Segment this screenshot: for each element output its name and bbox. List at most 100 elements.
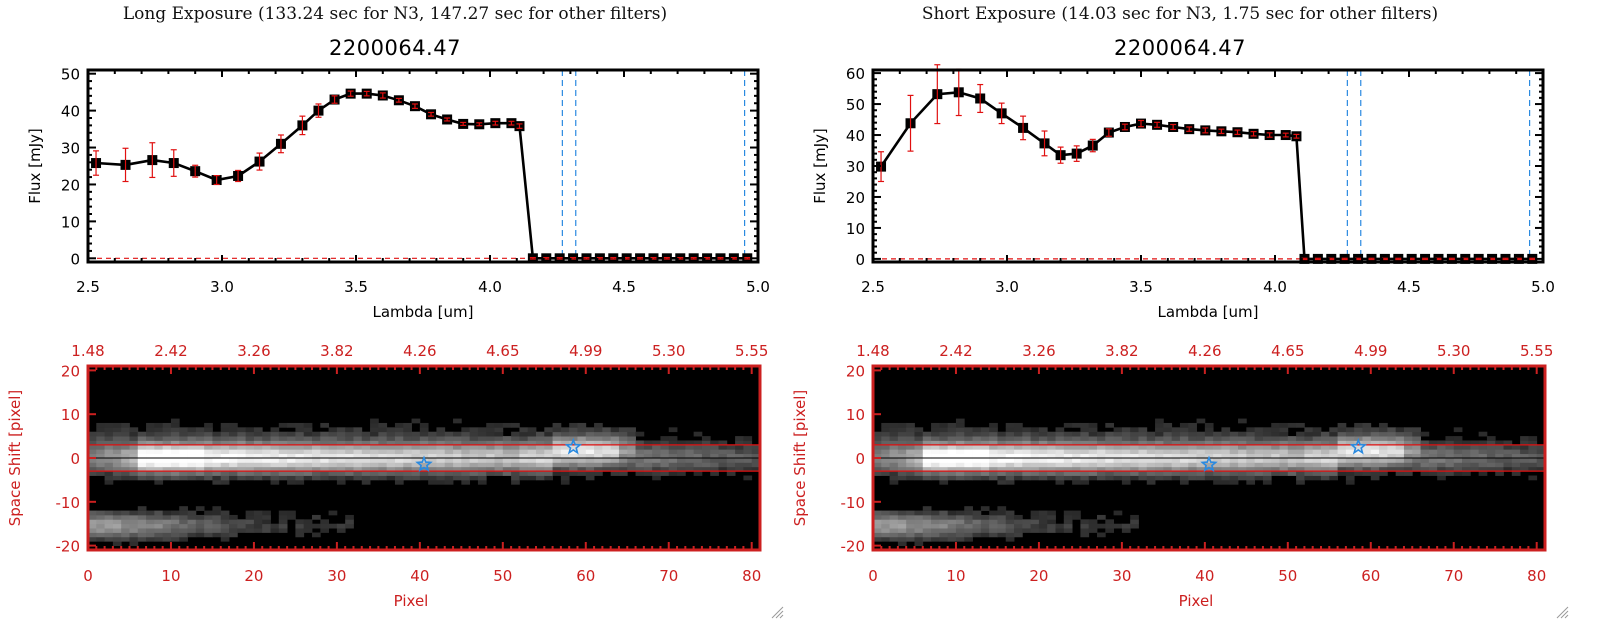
error-bar <box>1041 130 1048 157</box>
error-bar <box>122 147 129 183</box>
wavelength-tick-label: 3.82 <box>320 342 353 360</box>
x-tick-label: 70 <box>1444 567 1463 585</box>
x-tick-label: 60 <box>1361 567 1380 585</box>
image-pixels <box>88 418 761 547</box>
error-bar <box>277 134 284 154</box>
x-axis-label: Pixel <box>1179 592 1214 610</box>
y-axis-label: Space Shift [pixel] <box>6 390 24 527</box>
x-axis-label: Lambda [um] <box>373 303 474 321</box>
source-star-marker <box>1349 437 1368 455</box>
error-bar <box>299 115 306 136</box>
error-bar <box>690 256 697 260</box>
wavelength-tick-label: 4.26 <box>1188 342 1221 360</box>
x-tick-label: 3.0 <box>210 278 234 296</box>
y-tick-label: -10 <box>841 494 866 512</box>
error-bar <box>93 150 100 176</box>
error-bar <box>256 152 263 171</box>
wavelength-tick-label: 5.30 <box>652 342 685 360</box>
wavelength-tick-label: 3.26 <box>1022 342 1055 360</box>
error-bar <box>213 175 220 186</box>
wavelength-tick-label: 4.99 <box>1354 342 1387 360</box>
x-tick-label: 40 <box>1195 567 1214 585</box>
source-star-marker <box>564 437 583 455</box>
error-bar <box>428 111 435 117</box>
error-bar <box>663 256 670 260</box>
error-bar <box>1170 123 1177 131</box>
error-bar <box>1089 138 1096 153</box>
wavelength-tick-label: 4.26 <box>403 342 436 360</box>
y-tick-label: 20 <box>846 362 865 380</box>
short-spectrum-title: 2200064.47 <box>1114 36 1246 60</box>
error-bar <box>1250 131 1257 137</box>
y-tick-label: 10 <box>846 220 865 238</box>
error-bar <box>717 256 724 260</box>
long-spectral-image: 0 10 20 30 40 50 60 70 80 1.48 2.42 3.26 3.82 4.26 4.6… <box>6 342 768 610</box>
error-bar <box>1395 257 1402 261</box>
image-pixels <box>873 418 1546 547</box>
x-tick-label: 5.0 <box>746 278 770 296</box>
y-tick-label: 0 <box>70 450 80 468</box>
error-bar <box>1218 128 1225 135</box>
short-exposure-panel: Short Exposure (14.03 sec for N3, 1.75 s… <box>785 0 1585 630</box>
error-bar <box>1293 133 1300 139</box>
error-bar <box>744 256 751 260</box>
wavelength-tick-label: 4.99 <box>569 342 602 360</box>
error-bar <box>1282 132 1289 138</box>
error-bar <box>516 123 523 129</box>
error-bar <box>1073 145 1080 162</box>
error-bar <box>907 94 914 152</box>
wavelength-tick-label: 5.30 <box>1437 342 1470 360</box>
error-bar <box>556 256 563 260</box>
x-tick-label: 80 <box>1527 567 1546 585</box>
x-tick-label: 4.5 <box>1397 278 1421 296</box>
error-bar <box>637 256 644 260</box>
y-tick-label: 0 <box>70 250 80 268</box>
short-exposure-title: Short Exposure (14.03 sec for N3, 1.75 s… <box>921 4 1439 24</box>
error-bar <box>934 64 941 125</box>
error-bar <box>1422 257 1429 261</box>
y-tick-label: 10 <box>61 406 80 424</box>
x-tick-label: 0 <box>868 567 878 585</box>
y-tick-label: 10 <box>846 406 865 424</box>
x-tick-label: 3.0 <box>995 278 1019 296</box>
y-tick-label: 20 <box>846 189 865 207</box>
x-tick-label: 20 <box>1029 567 1048 585</box>
x-tick-label: 4.0 <box>1263 278 1287 296</box>
y-tick-label: 40 <box>846 127 865 145</box>
wavelength-tick-label: 4.65 <box>1271 342 1304 360</box>
error-bar <box>460 121 467 126</box>
error-bar <box>1475 257 1482 261</box>
error-bar <box>149 142 156 179</box>
y-tick-label: 20 <box>61 176 80 194</box>
plot-frame <box>86 68 760 264</box>
error-bar <box>977 83 984 114</box>
resize-grip-icon[interactable] <box>1555 605 1569 619</box>
error-bar <box>363 90 370 97</box>
wavelength-tick-label: 3.82 <box>1105 342 1138 360</box>
x-axis-label: Lambda [um] <box>1158 303 1259 321</box>
wavelength-tick-label: 1.48 <box>856 342 889 360</box>
error-bar <box>1057 146 1064 164</box>
error-bar <box>1448 257 1455 261</box>
long-spectrum-chart: 2.5 3.0 3.5 4.0 4.5 5.0 0 10 20 30 40 50 Lambda [um]… <box>26 66 770 321</box>
y-tick-label: 20 <box>61 362 80 380</box>
wavelength-tick-label: 3.26 <box>237 342 270 360</box>
error-bar <box>583 256 590 260</box>
x-tick-label: 10 <box>161 567 180 585</box>
long-exposure-panel: Long Exposure (133.24 sec for N3, 147.27… <box>6 4 770 610</box>
error-bar <box>610 256 617 260</box>
error-bar <box>1138 119 1144 128</box>
error-bar <box>1154 121 1161 128</box>
long-spectrum-title: 2200064.47 <box>329 36 461 60</box>
error-bar <box>1314 257 1321 261</box>
x-tick-label: 40 <box>410 567 429 585</box>
resize-grip-icon[interactable] <box>770 605 784 619</box>
error-bar <box>1266 132 1273 138</box>
x-tick-label: 3.5 <box>344 278 368 296</box>
y-tick-label: 30 <box>846 158 865 176</box>
x-tick-label: 3.5 <box>1129 278 1153 296</box>
error-bar <box>1234 129 1241 136</box>
y-tick-label: -10 <box>56 494 81 512</box>
wavelength-tick-label: 1.48 <box>71 342 104 360</box>
source-star-marker <box>1200 455 1218 472</box>
